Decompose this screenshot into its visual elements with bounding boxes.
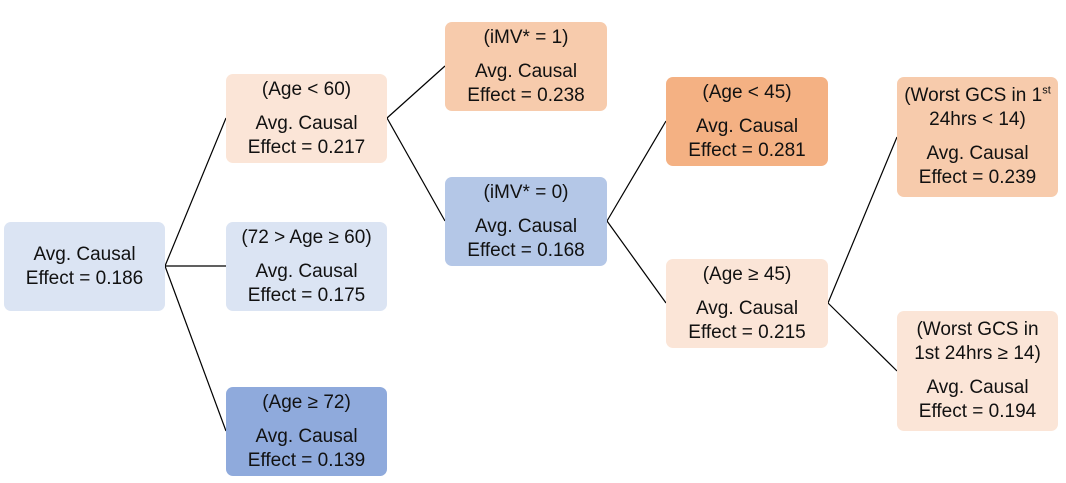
node-imv-0-effect: Effect = 0.168: [467, 239, 585, 261]
node-age-lt-60-label: Avg. Causal: [255, 112, 358, 134]
node-root: Avg. Causal Effect = 0.186: [4, 222, 165, 311]
node-age-60-72-condition: (72 > Age ≥ 60): [241, 226, 372, 248]
node-imv-0-label: Avg. Causal: [474, 215, 578, 237]
node-age-lt-45-condition: (Age < 45): [702, 81, 792, 103]
edge-ge45-gcs2: [827, 302, 898, 372]
node-age-ge-45: (Age ≥ 45) Avg. Causal Effect = 0.215: [666, 259, 828, 348]
node-gcs-lt-14: (Worst GCS in 1st 24hrs < 14) Avg. Causal…: [897, 77, 1058, 197]
edge-imv0-lt45: [606, 120, 667, 222]
node-age-60-72-effect: Effect = 0.175: [247, 284, 366, 306]
node-age-ge-45-label: Avg. Causal: [695, 297, 799, 319]
node-imv-1: (iMV* = 1) Avg. Causal Effect = 0.238: [445, 22, 607, 111]
node-age-lt-60-effect: Effect = 0.217: [247, 136, 366, 158]
node-age-ge-72: (Age ≥ 72) Avg. Causal Effect = 0.139: [226, 387, 387, 476]
node-gcs-lt-14-label: Avg. Causal: [926, 143, 1029, 164]
node-age-lt-45: (Age < 45) Avg. Causal Effect = 0.281: [666, 77, 828, 166]
node-age-60-72: (72 > Age ≥ 60) Avg. Causal Effect = 0.1…: [226, 222, 387, 311]
node-root-effect: Effect = 0.186: [25, 267, 144, 289]
node-gcs-ge-14-condition-line2: 1st 24hrs ≥ 14): [914, 343, 1041, 364]
node-imv-1-effect: Effect = 0.238: [467, 84, 585, 106]
node-gcs-lt-14-effect: Effect = 0.239: [918, 167, 1037, 188]
node-gcs-ge-14: (Worst GCS in 1st 24hrs ≥ 14) Avg. Causal…: [897, 311, 1058, 431]
edge-ge45-gcs1: [827, 136, 898, 304]
node-imv-1-condition: (iMV* = 1): [483, 26, 569, 48]
node-age-lt-60: (Age < 60) Avg. Causal Effect = 0.217: [226, 74, 387, 163]
node-imv-0-condition: (iMV* = 0): [483, 181, 569, 203]
node-age-ge-45-condition: (Age ≥ 45): [702, 263, 792, 285]
node-gcs-lt-14-condition-line1: (Worst GCS in 1: [904, 85, 1043, 106]
node-age-ge-72-label: Avg. Causal: [255, 425, 358, 447]
node-gcs-ge-14-condition-line1: (Worst GCS in: [916, 319, 1039, 340]
node-imv-1-label: Avg. Causal: [474, 60, 578, 82]
node-gcs-ge-14-label: Avg. Causal: [926, 377, 1029, 398]
node-age-ge-72-effect: Effect = 0.139: [247, 449, 366, 471]
node-gcs-lt-14-condition-sup: st: [1042, 84, 1051, 97]
node-imv-0: (iMV* = 0) Avg. Causal Effect = 0.168: [445, 177, 607, 266]
node-age-ge-45-effect: Effect = 0.215: [688, 321, 806, 343]
node-age-60-72-label: Avg. Causal: [255, 260, 358, 282]
edge-a-imv0: [386, 117, 446, 222]
node-gcs-ge-14-effect: Effect = 0.194: [918, 401, 1037, 422]
edge-a-imv1: [386, 65, 446, 119]
node-age-lt-45-effect: Effect = 0.281: [688, 139, 806, 161]
edge-imv0-ge45: [606, 220, 667, 304]
node-gcs-lt-14-condition-line2: 24hrs < 14): [929, 109, 1026, 130]
edge-root-a: [164, 117, 227, 267]
node-root-label: Avg. Causal: [33, 243, 136, 265]
node-age-lt-60-condition: (Age < 60): [261, 78, 352, 100]
node-gcs-lt-14-condition: (Worst GCS in 1st 24hrs < 14): [904, 84, 1051, 132]
node-age-ge-72-condition: (Age ≥ 72): [262, 391, 351, 413]
node-gcs-ge-14-condition: (Worst GCS in 1st 24hrs ≥ 14): [914, 318, 1041, 366]
edge-root-c: [164, 265, 227, 432]
node-age-lt-45-label: Avg. Causal: [695, 115, 799, 137]
